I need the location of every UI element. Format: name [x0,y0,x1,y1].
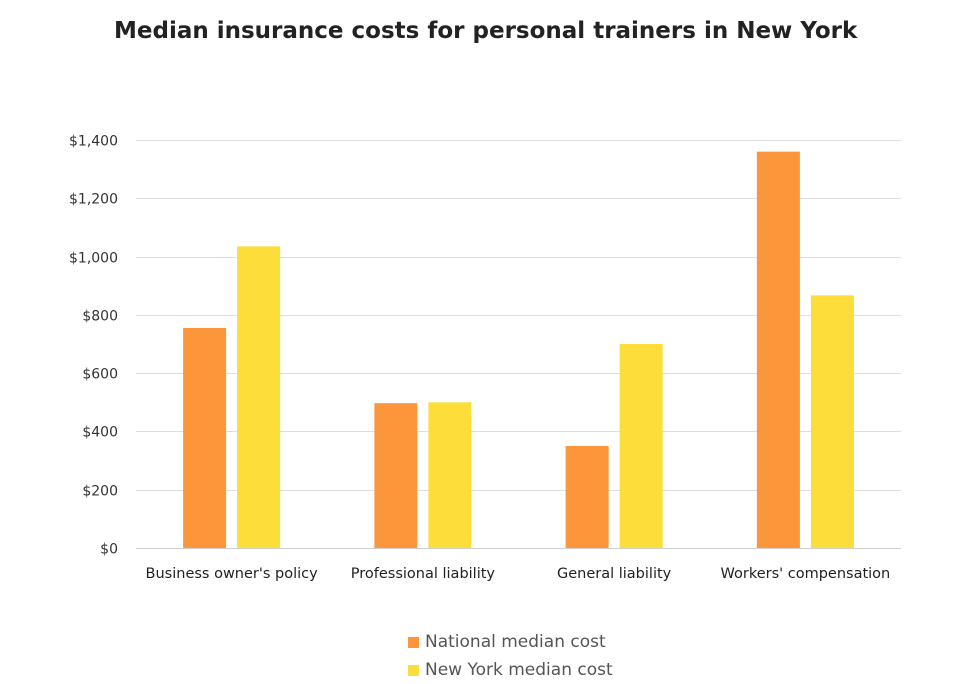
legend-swatch-national [408,636,419,648]
chart-title: Median insurance costs for personal trai… [114,18,858,44]
bar-new-york-0 [237,246,281,548]
legend-label-new-york: New York median cost [425,660,613,680]
y-tick-label: $0 [100,542,118,558]
x-category-label: Workers' compensation [721,566,891,582]
bar-national-3 [756,151,800,548]
x-category-label: General liability [557,566,672,582]
y-tick-label: $1,000 [69,251,118,267]
y-axis-tick-labels: $0 $200 $400 $600 $800 $1,000 $1,200 $1,400 [69,134,118,558]
y-tick-label: $400 [82,425,118,441]
y-tick-label: $1,400 [69,134,118,150]
y-tick-label: $200 [82,484,118,500]
legend-swatch-new-york [408,664,419,676]
y-tick-label: $600 [82,367,118,383]
bar-national-0 [183,327,227,548]
y-tick-label: $800 [82,309,118,325]
bar-new-york-3 [810,295,854,548]
x-category-label: Professional liability [351,566,496,582]
legend-item-new-york: New York median cost [408,656,613,684]
x-axis-category-labels: Business owner's policy Professional liab… [146,566,891,582]
bar-national-2 [565,446,609,548]
legend: National median cost New York median cos… [408,628,613,684]
x-category-label: Business owner's policy [146,566,319,582]
y-tick-label: $1,200 [69,192,118,208]
bar-new-york-1 [428,402,472,548]
bars [183,151,854,548]
bar-new-york-2 [619,344,663,548]
bar-national-1 [374,403,418,548]
legend-item-national: National median cost [408,628,613,656]
legend-label-national: National median cost [425,632,606,652]
